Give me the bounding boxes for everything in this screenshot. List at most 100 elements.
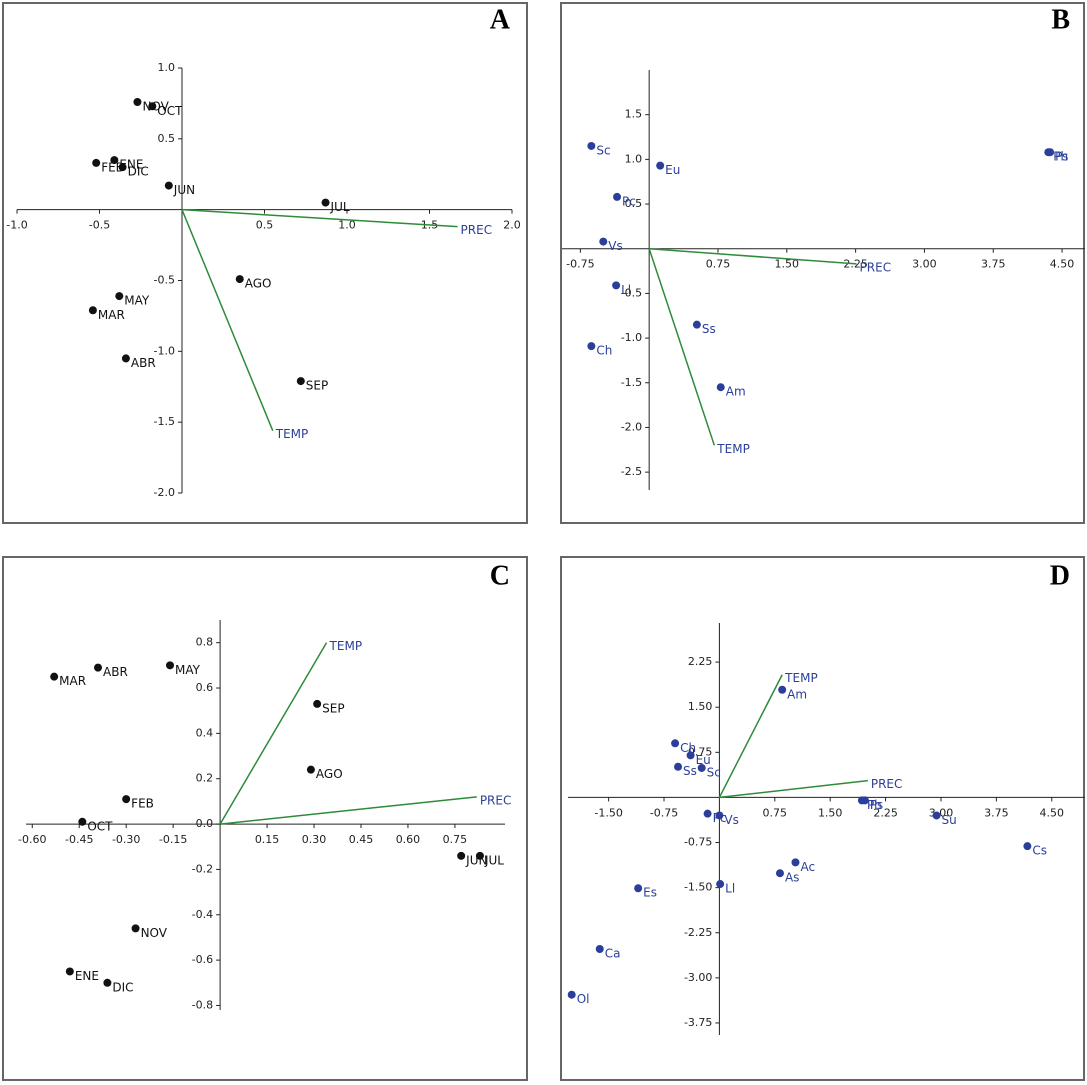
y-tick-label: 1.0 — [625, 152, 643, 165]
point-label: Ps — [1055, 150, 1068, 164]
point-label: JUN — [173, 183, 195, 197]
x-tick-label: -0.30 — [112, 833, 140, 846]
point — [131, 924, 140, 933]
x-tick-label: -1.50 — [594, 806, 622, 819]
y-tick-label: 1.0 — [158, 61, 176, 74]
x-tick-label: 0.75 — [706, 258, 731, 271]
point — [133, 98, 142, 106]
point — [686, 751, 695, 760]
y-tick-label: -0.6 — [192, 953, 213, 966]
point — [457, 851, 466, 860]
point-label: Ps — [870, 798, 883, 812]
vector — [648, 248, 716, 446]
y-tick-label: -1.5 — [154, 415, 175, 428]
point-label: Ca — [605, 946, 621, 960]
point — [1046, 148, 1055, 157]
x-tick-label: 0.45 — [349, 833, 374, 846]
point — [92, 158, 101, 167]
point — [121, 354, 130, 363]
point — [791, 858, 800, 867]
point-label: MAR — [59, 674, 86, 688]
point — [656, 161, 665, 170]
vector — [718, 674, 783, 798]
vector-label: TEMP — [329, 639, 363, 653]
x-tick-label: -0.60 — [18, 833, 46, 846]
point — [932, 811, 941, 820]
point-label: ENE — [75, 969, 99, 983]
x-tick-label: -0.75 — [566, 258, 594, 271]
point-label: Vs — [608, 239, 622, 253]
y-tick-label: -0.4 — [192, 908, 213, 921]
x-tick-label: 0.75 — [763, 806, 788, 819]
panel-label: B — [1051, 4, 1070, 35]
vector — [181, 208, 458, 228]
vector — [719, 779, 868, 799]
y-tick-label: 0.4 — [196, 726, 214, 739]
y-tick-label: 2.25 — [688, 655, 713, 668]
point — [1023, 842, 1032, 851]
point-label: Sc — [707, 765, 721, 779]
y-tick-label: -3.75 — [684, 1016, 712, 1029]
point-label: DIC — [128, 165, 149, 179]
y-tick-label: -1.5 — [621, 376, 642, 389]
y-tick-label: -0.8 — [192, 998, 213, 1011]
point — [595, 944, 604, 953]
point — [78, 817, 87, 826]
point-label: ABR — [103, 665, 128, 679]
x-tick-label: 0.15 — [255, 833, 280, 846]
x-tick-label: -0.45 — [65, 833, 93, 846]
point-label: SEP — [306, 379, 328, 393]
point — [775, 869, 784, 878]
vector-label: PREC — [860, 260, 892, 274]
point-label: Ch — [680, 741, 696, 755]
point — [587, 141, 596, 150]
panel-frame — [560, 2, 1085, 524]
point-label: Eu — [696, 753, 711, 767]
point-label: JUL — [484, 853, 504, 867]
point-label: Vs — [724, 813, 738, 827]
y-tick-label: 0.6 — [196, 681, 214, 694]
x-tick-label: 2.25 — [873, 806, 898, 819]
point-label: Eu — [665, 163, 680, 177]
point-label: Am — [726, 385, 746, 399]
point-label: DIC — [112, 980, 133, 994]
point-label: Ac — [800, 860, 815, 874]
point-label: Ll — [621, 283, 631, 297]
x-tick-label: 2.0 — [503, 219, 521, 232]
x-tick-label: 0.60 — [396, 833, 421, 846]
point-label: Ss — [683, 764, 697, 778]
point — [860, 796, 869, 805]
x-tick-label: -0.5 — [89, 219, 110, 232]
point-label: As — [785, 871, 799, 885]
point — [599, 237, 608, 246]
y-tick-label: -2.0 — [154, 486, 175, 499]
point-label: FEB — [101, 160, 124, 174]
point — [715, 811, 724, 820]
point — [118, 163, 127, 172]
y-tick-label: -2.5 — [621, 465, 642, 478]
vector-label: PREC — [871, 777, 903, 791]
x-tick-label: 0.30 — [302, 833, 327, 846]
vector-label: PREC — [461, 223, 493, 237]
x-tick-label: 3.75 — [981, 258, 1006, 271]
x-tick-label: -1.0 — [6, 219, 27, 232]
point-label: MAY — [124, 294, 150, 308]
point — [235, 275, 244, 284]
point-label: Su — [942, 813, 957, 827]
point — [110, 156, 119, 165]
point-label: Ph — [867, 798, 882, 812]
vector-label: PREC — [480, 793, 512, 807]
point — [122, 795, 131, 804]
point-label: OCT — [87, 819, 113, 833]
point — [587, 342, 596, 351]
point — [674, 762, 683, 771]
point-label: Ll — [725, 882, 735, 896]
panel-label: D — [1050, 560, 1070, 591]
point — [703, 809, 712, 818]
panel-frame — [560, 556, 1085, 1081]
point-label: FEB — [131, 797, 154, 811]
point — [697, 763, 706, 772]
x-tick-label: 4.50 — [1050, 258, 1075, 271]
panel-frame — [2, 2, 528, 524]
point-label: NOV — [141, 926, 168, 940]
